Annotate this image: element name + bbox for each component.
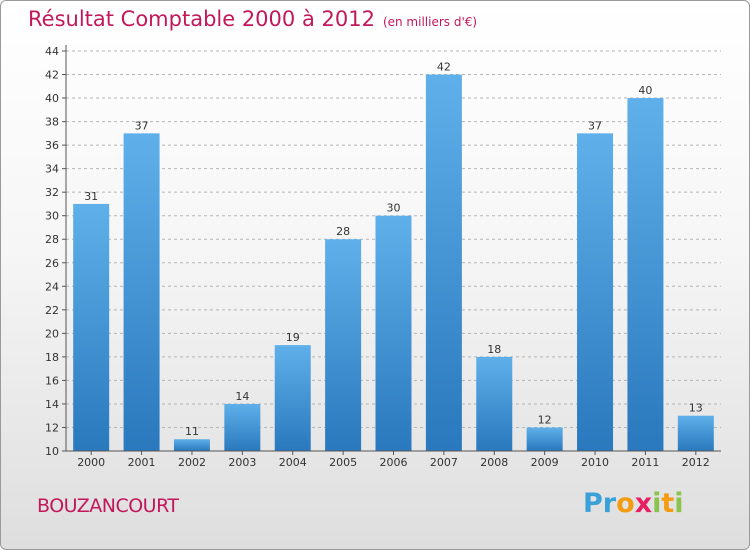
bar: [476, 356, 513, 451]
bar: [577, 133, 614, 451]
y-tick-label: 40: [45, 92, 59, 105]
y-tick-label: 20: [45, 327, 59, 340]
logo-letter: i: [674, 488, 684, 519]
x-tick-label: 2005: [329, 456, 357, 469]
x-tick-label: 2006: [380, 456, 408, 469]
data-label: 13: [689, 402, 703, 415]
bar: [123, 133, 160, 451]
bar: [274, 345, 311, 451]
data-label: 37: [135, 119, 149, 132]
x-tick-label: 2008: [480, 456, 508, 469]
y-tick-label: 42: [45, 69, 59, 82]
y-tick-label: 22: [45, 304, 59, 317]
data-label: 37: [588, 119, 602, 132]
x-tick-label: 2007: [430, 456, 458, 469]
x-tick-label: 2002: [178, 456, 206, 469]
logo-letter: o: [616, 488, 635, 519]
logo-letter: r: [602, 488, 617, 519]
bar: [73, 203, 110, 451]
data-label: 14: [235, 390, 249, 403]
bars: 31 37 11 14 19 28 30 42 18 12 37 40 13: [73, 61, 714, 451]
proxiti-logo: Proxiti: [583, 488, 684, 519]
y-tick-label: 24: [45, 280, 59, 293]
x-tick-label: 2001: [128, 456, 156, 469]
x-tick-label: 2009: [531, 456, 559, 469]
data-label: 30: [387, 202, 401, 215]
chart-title-text: Résultat Comptable 2000 à 2012: [28, 7, 375, 31]
y-tick-label: 14: [45, 398, 59, 411]
bar: [375, 215, 412, 451]
y-tick-label: 34: [45, 163, 59, 176]
data-label: 12: [538, 413, 552, 426]
y-tick-label: 26: [45, 257, 59, 270]
y-tick-label: 28: [45, 233, 59, 246]
data-label: 31: [84, 190, 98, 203]
bar: [627, 98, 664, 451]
x-axis: 2000 2001 2002 2003 2004 2005 2006 2007 2008 2009…: [66, 450, 721, 469]
x-tick-label: 2010: [581, 456, 609, 469]
bar: [526, 427, 563, 451]
logo-letter: t: [661, 488, 675, 519]
x-tick-label: 2000: [77, 456, 105, 469]
chart-title: Résultat Comptable 2000 à 2012 (en millie…: [28, 7, 477, 31]
bar: [425, 74, 462, 451]
data-label: 28: [336, 225, 350, 238]
data-label: 19: [286, 331, 300, 344]
y-tick-label: 18: [45, 351, 59, 364]
y-tick-label: 38: [45, 116, 59, 129]
y-tick-label: 16: [45, 374, 59, 387]
y-tick-label: 32: [45, 186, 59, 199]
grid-lines: [66, 50, 721, 428]
y-tick-label: 30: [45, 210, 59, 223]
y-tick-label: 36: [45, 139, 59, 152]
bar: [325, 239, 362, 451]
x-tick-label: 2004: [279, 456, 307, 469]
y-axis: 10 12 14 16 18 20 22 24 26 28 30 32 34 36 38 40 42 44: [45, 45, 67, 458]
data-label: 11: [185, 425, 199, 438]
x-tick-label: 2012: [682, 456, 710, 469]
bar: [677, 415, 714, 451]
bar: [173, 439, 210, 451]
logo-letter: P: [583, 488, 603, 519]
chart-subtitle: (en milliers d'€): [382, 15, 478, 29]
y-tick-label: 12: [45, 421, 59, 434]
x-tick-label: 2003: [228, 456, 256, 469]
logo-letter: x: [634, 488, 653, 519]
commune-name: BOUZANCOURT: [37, 495, 179, 517]
data-label: 40: [638, 84, 652, 97]
logo-letter: i: [652, 488, 662, 519]
y-tick-label: 44: [45, 45, 59, 58]
data-label: 18: [487, 343, 501, 356]
bar: [224, 403, 261, 451]
y-tick-label: 10: [45, 445, 59, 458]
x-tick-label: 2011: [631, 456, 659, 469]
data-label: 42: [437, 61, 451, 74]
